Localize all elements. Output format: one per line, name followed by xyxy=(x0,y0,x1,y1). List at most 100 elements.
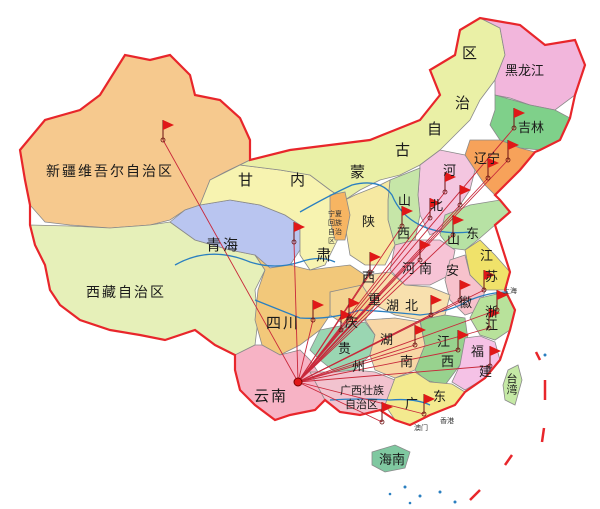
route-line-heilongjiang xyxy=(297,127,515,383)
label-jilin: 吉林 xyxy=(518,121,545,136)
route-lines xyxy=(162,127,515,423)
label-jiangxi-2: 西 xyxy=(441,355,455,370)
label-shandong-1: 山 xyxy=(447,233,461,248)
flag-icon-hunan xyxy=(412,325,426,348)
national-border xyxy=(18,16,587,427)
label-hunan-1: 湖 xyxy=(380,333,394,348)
flag-icon-tianjin xyxy=(457,185,471,208)
region-hainan xyxy=(371,444,411,473)
flag-icon-ningxia xyxy=(291,222,305,245)
flag-icon-beijing xyxy=(442,172,456,195)
flag-icon-shaanxi xyxy=(367,252,381,275)
label-shanxi-2: 西 xyxy=(397,227,411,242)
flag-icon-anhui xyxy=(457,280,471,303)
label-taiwan: 台湾 xyxy=(505,373,518,395)
label-gansu: 甘 xyxy=(238,171,256,189)
label-shaanxi-1: 陕 xyxy=(362,215,376,230)
flag-icon-shanghai xyxy=(494,290,508,313)
route-line-tianjin xyxy=(297,204,461,383)
route-line-hunan xyxy=(297,344,416,383)
label-fujian-1: 福 xyxy=(471,345,485,360)
label-anhui-2: 徽 xyxy=(459,296,473,311)
flag-icon-henan xyxy=(417,240,431,263)
route-line-hubei xyxy=(297,314,432,383)
label-hebei-2: 北 xyxy=(430,199,444,214)
flag-icon-guizhou xyxy=(310,300,324,323)
flag-icon-hubei xyxy=(428,295,442,318)
flag-icon-guangxi xyxy=(379,402,393,425)
label-ningxia: 宁夏回族自治区 xyxy=(328,210,342,245)
flag-icon-shandong xyxy=(450,215,464,238)
label-hebei-1: 河 xyxy=(443,164,457,179)
label-qinghai: 青海 xyxy=(206,236,241,254)
label-zhejiang: 浙江 xyxy=(482,305,497,331)
flag-icon-guangdong xyxy=(421,394,435,417)
label-origin-yunnan: 云南 xyxy=(254,387,289,405)
label-neimenggu-4: 自 xyxy=(427,120,445,138)
sea-boundary xyxy=(469,351,547,501)
label-shanxi-1: 山 xyxy=(398,194,412,209)
flag-icon-hebei xyxy=(427,198,441,221)
label-heilongjiang: 黑龙江 xyxy=(505,64,545,79)
route-line-fujian xyxy=(297,365,491,383)
flag-icon-zhejiang xyxy=(486,308,500,331)
route-line-shaanxi xyxy=(297,271,371,383)
label-xinjiang: 新疆维吾尔自治区 xyxy=(46,164,174,180)
route-line-guangdong xyxy=(297,381,425,415)
flag-icon-jilin xyxy=(505,140,519,163)
region-sichuan xyxy=(254,254,366,356)
flag-icon-liaoning xyxy=(485,158,499,181)
flag-icon-sichuan xyxy=(346,298,360,321)
destination-flags xyxy=(160,108,525,425)
flag-icon-shanxi xyxy=(399,206,413,229)
label-sichuan: 四川 xyxy=(266,314,301,332)
label-jiangsu-2: 苏 xyxy=(485,270,499,285)
label-guangdong-1: 广 xyxy=(405,397,419,412)
flag-icon-xinjiang xyxy=(160,120,174,143)
label-shanghai: 上海 xyxy=(503,287,517,295)
label-neimenggu-3: 古 xyxy=(395,141,413,159)
label-liaoning: 辽宁 xyxy=(474,152,501,167)
route-line-jiangxi xyxy=(297,349,459,383)
route-line-guangxi xyxy=(297,381,383,423)
route-line-ningxia xyxy=(293,241,299,383)
flag-icon-chongqing xyxy=(338,310,352,333)
origin-marker xyxy=(293,377,303,387)
label-aomen: 澳门 xyxy=(414,424,428,432)
label-henan: 河南 xyxy=(402,262,437,277)
label-anhui-1: 安 xyxy=(446,264,460,279)
label-jiangsu-1: 江 xyxy=(480,249,494,264)
route-line-guizhou xyxy=(297,319,314,383)
label-neimenggu-1: 内 xyxy=(290,171,308,189)
label-shandong-2: 东 xyxy=(466,227,480,242)
label-xianggang: 香港 xyxy=(440,417,454,425)
label-chongqing-2: 庆 xyxy=(345,316,359,331)
label-shaanxi-2: 西 xyxy=(362,271,376,286)
label-guangdong-2: 东 xyxy=(433,390,447,405)
flag-icon-fujian xyxy=(487,346,501,369)
label-guizhou-2: 州 xyxy=(352,360,366,375)
label-hunan-2: 南 xyxy=(400,355,414,370)
label-hainan: 海南 xyxy=(379,453,406,468)
region-ningxia xyxy=(329,191,351,241)
label-hubei: 湖北 xyxy=(386,299,425,314)
route-line-xinjiang xyxy=(162,139,299,383)
region-shandong xyxy=(439,199,511,251)
label-guizhou-1: 贵 xyxy=(338,342,352,357)
label-guangxi-2: 自治区 xyxy=(345,398,378,411)
route-line-henan xyxy=(297,259,421,383)
route-line-zhejiang xyxy=(297,327,490,383)
label-gansu-2: 肃 xyxy=(316,246,334,264)
flag-icon-jiangxi xyxy=(455,330,469,353)
route-line-shandong xyxy=(297,234,454,383)
label-neimenggu-5: 治 xyxy=(455,94,473,112)
region-guizhou xyxy=(309,321,376,373)
label-fujian-2: 建 xyxy=(479,365,493,380)
flag-icon-jiangsu xyxy=(481,270,495,293)
route-line-shanghai xyxy=(297,309,498,383)
sea-islands xyxy=(388,353,547,505)
label-jiangxi-1: 江 xyxy=(437,335,451,350)
flag-icon-heilongjiang xyxy=(511,108,525,131)
route-line-beijing xyxy=(297,191,446,383)
